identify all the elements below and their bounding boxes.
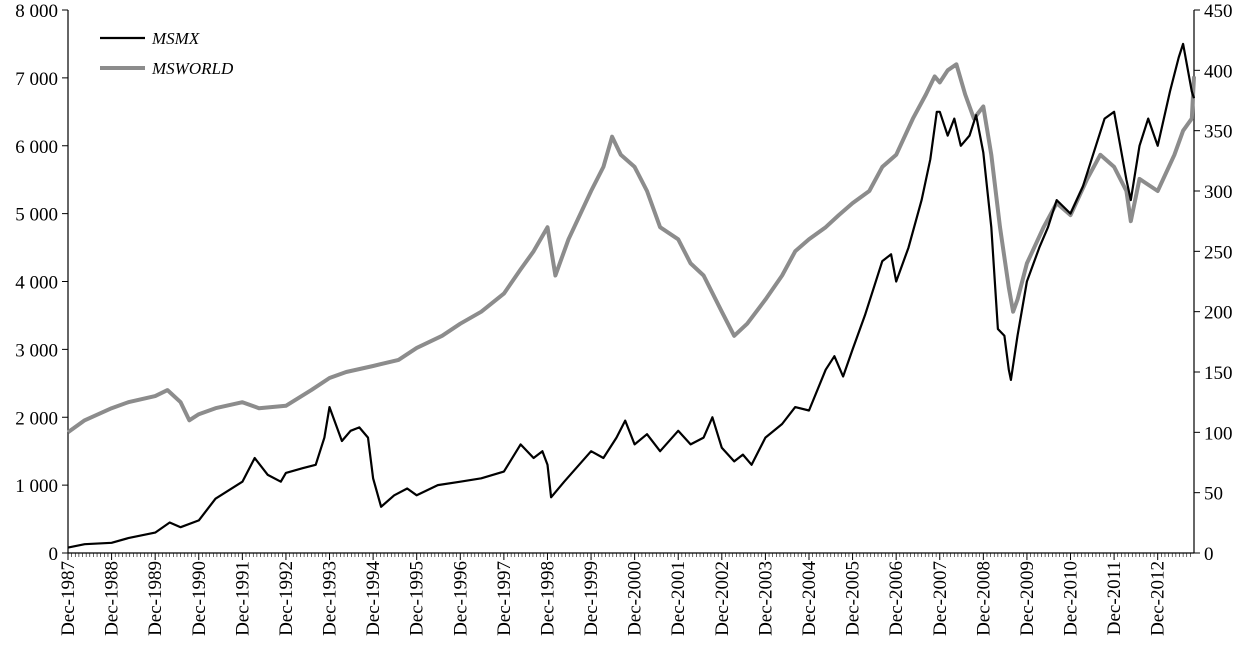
left-tick-label: 4 000: [15, 273, 58, 294]
x-tick-label: Dec-1988: [102, 561, 123, 636]
x-tick-label: Dec-2003: [755, 561, 776, 636]
right-tick-label: 350: [1204, 122, 1233, 143]
left-tick-label: 2 000: [15, 408, 58, 429]
x-tick-label: Dec-1992: [276, 561, 297, 636]
x-tick-label: Dec-2004: [799, 561, 820, 636]
x-tick-label: Dec-1998: [537, 561, 558, 636]
x-tick-label: Dec-1987: [58, 561, 79, 636]
legend: MSMX MSWORLD: [100, 29, 234, 78]
left-tick-label: 3 000: [15, 340, 58, 361]
series-line-msworld: [66, 62, 1196, 434]
chart-axes: [67, 10, 1195, 554]
x-tick-label: Dec-1993: [320, 561, 341, 636]
x-tick-label: Dec-2002: [712, 561, 733, 636]
x-tick-label: Dec-1995: [407, 561, 428, 636]
x-tick-label: Dec-2007: [930, 561, 951, 636]
right-tick-label: 400: [1204, 61, 1233, 82]
x-tick-label: Dec-1996: [450, 561, 471, 636]
x-tick-label: Dec-1991: [232, 561, 253, 636]
x-tick-label: Dec-1994: [363, 561, 384, 636]
x-tick-label: Dec-2009: [1017, 561, 1038, 636]
left-tick-label: 5 000: [15, 205, 58, 226]
x-tick-label: Dec-1989: [145, 561, 166, 636]
left-tick-label: 7 000: [15, 69, 58, 90]
series-line-msmx: [67, 42, 1196, 549]
right-axis-ticks: 0 50 100 150 200 250 300 350 400 450: [1194, 1, 1233, 565]
right-tick-label: 200: [1204, 303, 1233, 324]
legend-label-msmx: MSMX: [151, 29, 200, 48]
x-tick-label: Dec-2010: [1061, 561, 1082, 636]
x-tick-label: Dec-2001: [668, 561, 689, 636]
x-tick-label: Dec-1997: [494, 561, 515, 636]
left-tick-label: 0: [49, 544, 59, 565]
x-tick-label: Dec-2008: [973, 561, 994, 636]
legend-label-msworld: MSWORLD: [151, 59, 234, 78]
x-tick-label: Dec-2012: [1148, 561, 1169, 636]
x-tick-label: Dec-1990: [189, 561, 210, 636]
x-tick-label: Dec-2000: [625, 561, 646, 636]
right-tick-label: 250: [1204, 242, 1233, 263]
right-tick-label: 150: [1204, 363, 1233, 384]
right-tick-label: 450: [1204, 1, 1233, 22]
x-tick-label: Dec-2011: [1104, 561, 1125, 635]
series-lines: [66, 42, 1196, 549]
x-tick-label: Dec-2005: [843, 561, 864, 636]
right-tick-label: 50: [1204, 484, 1223, 505]
left-tick-label: 6 000: [15, 137, 58, 158]
left-axis-ticks: 0 1 000 2 000 3 000 4 000 5 000 6 000 7 000 8 00…: [15, 1, 68, 565]
x-tick-label: Dec-2006: [886, 561, 907, 636]
right-tick-label: 0: [1204, 544, 1214, 565]
right-tick-label: 100: [1204, 423, 1233, 444]
left-tick-label: 8 000: [15, 1, 58, 22]
x-axis-ticks: Dec-1987 Dec-1988 Dec-1989 Dec-1990 Dec-1991…: [58, 553, 1191, 636]
x-tick-label: Dec-1999: [581, 561, 602, 636]
left-tick-label: 1 000: [15, 476, 58, 497]
right-tick-label: 300: [1204, 182, 1233, 203]
